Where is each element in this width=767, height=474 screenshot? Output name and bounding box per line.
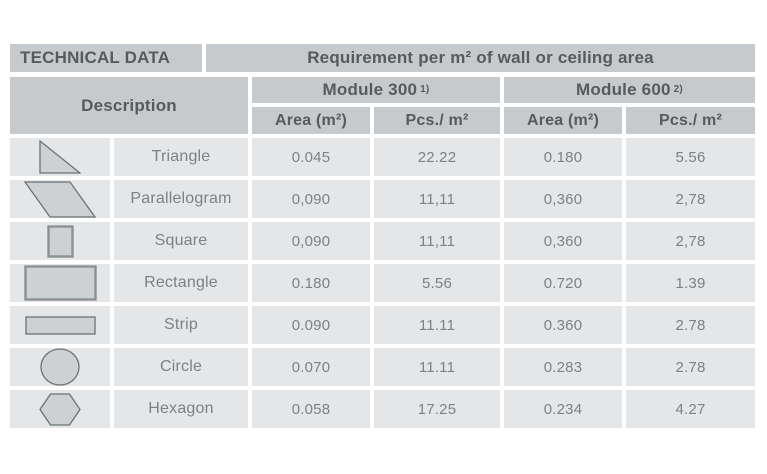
shape-cell (10, 180, 110, 218)
module-600-pcs-value: 1.39 (626, 264, 755, 302)
shape-cell (10, 222, 110, 260)
shape-cell (10, 138, 110, 176)
requirement-header: Requirement per m² of wall or ceiling ar… (206, 44, 755, 72)
shape-cell (10, 306, 110, 344)
shape-cell (10, 264, 110, 302)
module-600-pcs-value: 4.27 (626, 390, 755, 428)
shape-name: Hexagon (114, 390, 248, 428)
module-300-pcs-value: 11,11 (374, 180, 500, 218)
shape-cell (10, 390, 110, 428)
module-600-area-header: Area (m²) (504, 107, 622, 134)
module-300-pcs-value: 11,11 (374, 222, 500, 260)
technical-data-title: TECHNICAL DATA (10, 44, 202, 72)
module-600-area-value: 0.720 (504, 264, 622, 302)
module-600-area-value: 0,360 (504, 180, 622, 218)
module-300-pcs-value: 11.11 (374, 306, 500, 344)
module-300-pcs-value: 5.56 (374, 264, 500, 302)
shape-name: Rectangle (114, 264, 248, 302)
module-300-pcs-value: 11.11 (374, 348, 500, 386)
module-600-pcs-header: Pcs./ m² (626, 107, 755, 134)
shape-name: Square (114, 222, 248, 260)
shape-name: Triangle (114, 138, 248, 176)
module-300-area-header: Area (m²) (252, 107, 370, 134)
circle-icon (40, 348, 80, 386)
hexagon-icon (39, 393, 81, 426)
module-300-area-value: 0.090 (252, 306, 370, 344)
module-600-area-value: 0.360 (504, 306, 622, 344)
shape-name: Strip (114, 306, 248, 344)
module-300-area-value: 0.045 (252, 138, 370, 176)
module-300-label: Module 300 (322, 80, 418, 99)
module-600-pcs-value: 2.78 (626, 348, 755, 386)
module-600-pcs-value: 2,78 (626, 222, 755, 260)
module-300-area-value: 0.180 (252, 264, 370, 302)
module-300-area-value: 0.058 (252, 390, 370, 428)
square-icon (47, 225, 74, 258)
module-600-label: Module 600 (576, 80, 671, 99)
shape-name: Parallelogram (114, 180, 248, 218)
module-600-header: Module 600 2) (504, 77, 755, 103)
module-300-pcs-value: 22.22 (374, 138, 500, 176)
table-grid: Description Module 300 1) Module 600 2) Ar… (10, 77, 755, 428)
module-300-area-value: 0,090 (252, 180, 370, 218)
module-300-area-value: 0.070 (252, 348, 370, 386)
technical-data-table: TECHNICAL DATA Requirement per m² of wal… (10, 44, 755, 428)
module-300-area-value: 0,090 (252, 222, 370, 260)
module-300-pcs-header: Pcs./ m² (374, 107, 500, 134)
table-banner-row: TECHNICAL DATA Requirement per m² of wal… (10, 44, 755, 72)
strip-icon (25, 316, 96, 335)
module-600-area-value: 0,360 (504, 222, 622, 260)
parallelogram-icon (24, 181, 96, 218)
shape-cell (10, 348, 110, 386)
description-header: Description (10, 77, 248, 134)
shape-name: Circle (114, 348, 248, 386)
module-300-pcs-value: 17.25 (374, 390, 500, 428)
module-600-pcs-value: 5.56 (626, 138, 755, 176)
module-600-pcs-value: 2.78 (626, 306, 755, 344)
module-300-header: Module 300 1) (252, 77, 500, 103)
triangle-icon (39, 140, 81, 174)
module-600-area-value: 0.180 (504, 138, 622, 176)
rectangle-icon (24, 265, 97, 301)
module-600-area-value: 0.234 (504, 390, 622, 428)
module-600-pcs-value: 2,78 (626, 180, 755, 218)
module-600-area-value: 0.283 (504, 348, 622, 386)
